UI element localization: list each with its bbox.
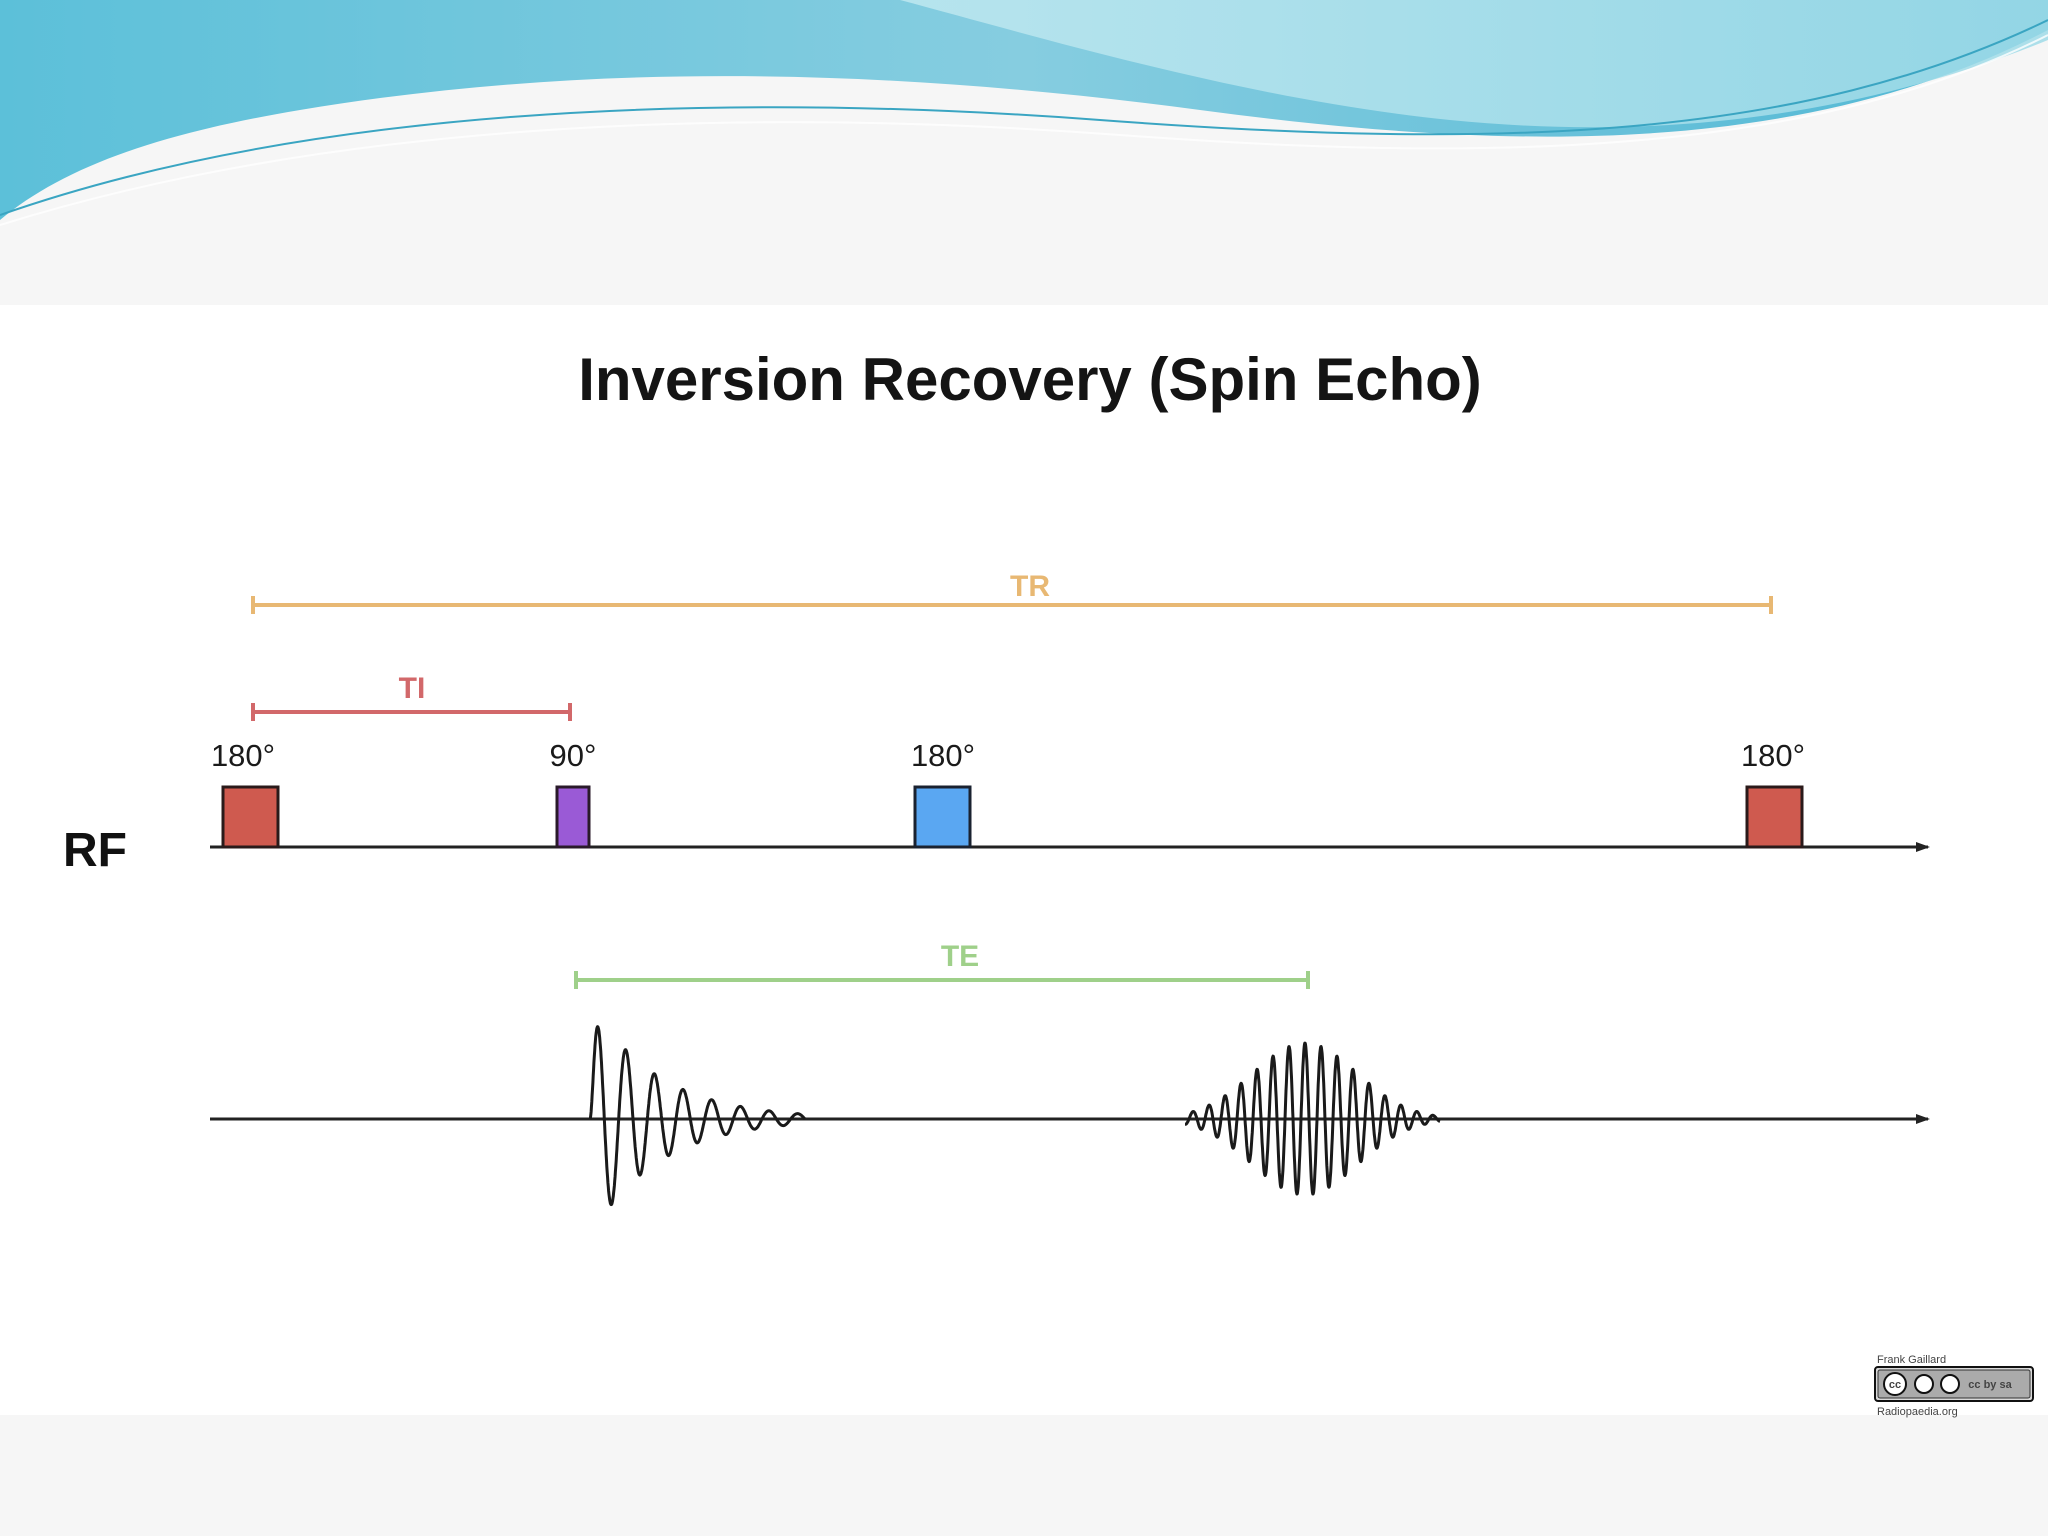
license-author: Frank Gaillard <box>1877 1354 1946 1366</box>
cc-icon <box>1883 1372 1907 1396</box>
header-wave-line-2 <box>0 34 2048 226</box>
spin-echo-waveform <box>1183 1041 1442 1196</box>
sa-icon <box>1940 1374 1960 1394</box>
license-badge: Frank Gaillard cc cc by sa Radiopaedia.o… <box>1874 1354 2034 1418</box>
license-site: Radiopaedia.org <box>1877 1406 1958 1418</box>
rf-pulse-180-refocusing <box>913 785 972 849</box>
te-interval: TE <box>574 940 1310 989</box>
rf-pulse-180-inversion <box>221 785 280 849</box>
fid-waveform <box>588 1025 807 1207</box>
rf-pulse-90-excitation <box>555 785 591 849</box>
header-wave-light <box>900 0 2048 128</box>
header-wave-decoration <box>0 0 2048 226</box>
ti-label: TI <box>399 672 426 705</box>
diagram-title: Inversion Recovery (Spin Echo) <box>578 346 1482 413</box>
rf-axis: RF 180° 90° 180° 180° <box>63 738 1930 877</box>
rf-axis-label: RF <box>63 824 127 877</box>
signal-axis <box>210 1025 1930 1207</box>
ti-interval: TI <box>251 672 572 721</box>
tr-label: TR <box>1010 570 1050 603</box>
pulse-angle-label: 180° <box>1741 738 1805 773</box>
pulse-angle-label: 90° <box>550 738 597 773</box>
license-badge-text: cc by sa <box>1968 1379 2012 1391</box>
pulse-angle-label: 180° <box>211 738 275 773</box>
figure-panel <box>0 305 2048 1415</box>
by-icon <box>1914 1374 1934 1394</box>
tr-interval: TR <box>251 570 1773 614</box>
svg-text:cc: cc <box>1889 1379 1901 1391</box>
pulse-angle-label: 180° <box>911 738 975 773</box>
te-label: TE <box>941 940 979 973</box>
header-wave-line <box>0 19 2048 216</box>
rf-pulse-180-next-inversion <box>1745 785 1804 849</box>
